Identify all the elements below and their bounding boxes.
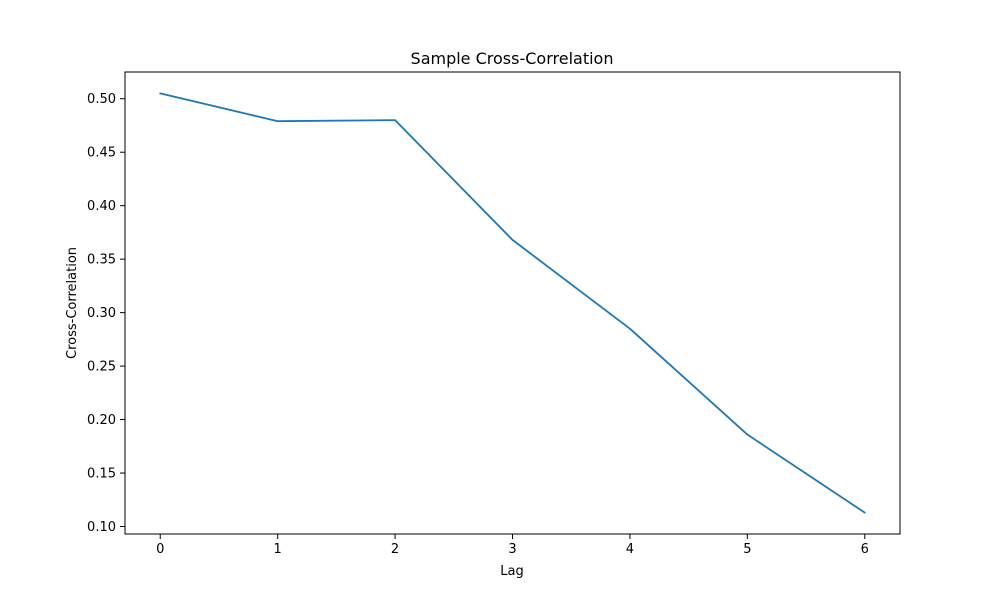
- x-tick-label: 1: [274, 542, 282, 557]
- plot-frame: [124, 71, 901, 535]
- y-tick-label: 0.15: [87, 467, 116, 482]
- y-tick-label: 0.50: [87, 92, 116, 107]
- x-tick-label: 6: [861, 542, 869, 557]
- x-axis-title: Lag: [500, 564, 523, 579]
- x-tick-label: 3: [508, 542, 516, 557]
- y-tick-label: 0.20: [87, 413, 116, 428]
- x-tick-label: 0: [156, 542, 164, 557]
- y-tick-label: 0.30: [87, 306, 116, 321]
- chart-title: Sample Cross-Correlation: [411, 49, 614, 68]
- x-tick-label: 5: [743, 542, 751, 557]
- plot-area: 0 1 2 3 4 5 6 0.10 0.15 0.20 0.25 0.30 0.35 0.40 0.45 0…: [87, 71, 901, 557]
- y-tick-label: 0.45: [87, 146, 116, 161]
- x-tick-label: 2: [391, 542, 399, 557]
- y-tick-label: 0.10: [87, 520, 116, 535]
- y-tick-label: 0.35: [87, 253, 116, 268]
- y-axis-title: Cross-Correlation: [65, 247, 80, 359]
- y-tick-label: 0.25: [87, 360, 116, 375]
- y-tick-label: 0.40: [87, 199, 116, 214]
- x-tick-label: 4: [626, 542, 634, 557]
